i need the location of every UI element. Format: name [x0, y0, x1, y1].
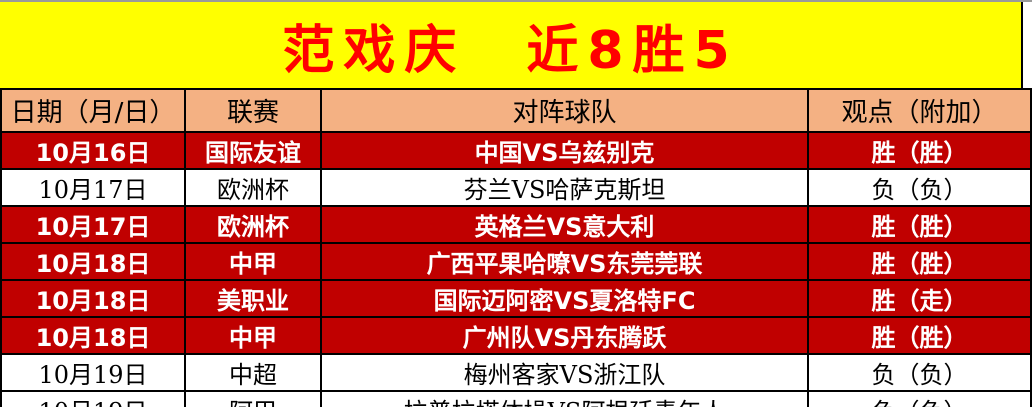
top-divider: [0, 0, 1032, 2]
cell-match: 英格兰VS意大利: [320, 205, 809, 244]
cell-league: 欧洲杯: [184, 205, 322, 244]
cell-view: 胜（胜）: [807, 131, 1032, 170]
table-header-row: 日期（月/日） 联赛 对阵球队 观点（附加）: [0, 88, 1032, 133]
cell-view: 胜（走）: [807, 279, 1032, 318]
title-gap: [1023, 2, 1032, 88]
table-row: 10月18日 美职业 国际迈阿密VS夏洛特FC 胜（走）: [0, 279, 1032, 318]
table-row: 10月16日 国际友谊 中国VS乌兹别克 胜（胜）: [0, 131, 1032, 170]
cell-league: 中甲: [184, 242, 322, 281]
cell-match: 芬兰VS哈萨克斯坦: [320, 168, 809, 207]
cell-date: 10月18日: [0, 279, 186, 318]
cell-view: 负（负）: [807, 390, 1032, 407]
cell-match: 中国VS乌兹别克: [320, 131, 809, 170]
cell-date: 10月18日: [0, 316, 186, 355]
col-header-match: 对阵球队: [320, 88, 809, 133]
cell-date: 10月18日: [0, 242, 186, 281]
table-row: 10月19日 阿甲 拉普拉塔体操VS阿根廷青年人 负（负）: [0, 390, 1032, 407]
cell-league: 欧洲杯: [184, 168, 322, 207]
cell-view: 胜（胜）: [807, 242, 1032, 281]
page-title: 范戏庆 近8胜5: [0, 2, 1023, 88]
col-header-league: 联赛: [184, 88, 322, 133]
cell-view: 负（负）: [807, 353, 1032, 392]
cell-view: 胜（胜）: [807, 205, 1032, 244]
cell-date: 10月16日: [0, 131, 186, 170]
cell-date: 10月19日: [0, 390, 186, 407]
table-row: 10月18日 中甲 广西平果哈嘹VS东莞莞联 胜（胜）: [0, 242, 1032, 281]
cell-league: 中超: [184, 353, 322, 392]
cell-league: 中甲: [184, 316, 322, 355]
col-header-view: 观点（附加）: [807, 88, 1032, 133]
record-table: 日期（月/日） 联赛 对阵球队 观点（附加） 10月16日 国际友谊 中国VS乌…: [0, 88, 1032, 407]
cell-view: 胜（胜）: [807, 316, 1032, 355]
cell-date: 10月17日: [0, 205, 186, 244]
cell-match: 广州队VS丹东腾跃: [320, 316, 809, 355]
cell-view: 负（负）: [807, 168, 1032, 207]
cell-date: 10月17日: [0, 168, 186, 207]
cell-date: 10月19日: [0, 353, 186, 392]
table-row: 10月19日 中超 梅州客家VS浙江队 负（负）: [0, 353, 1032, 392]
table-row: 10月18日 中甲 广州队VS丹东腾跃 胜（胜）: [0, 316, 1032, 355]
table-row: 10月17日 欧洲杯 芬兰VS哈萨克斯坦 负（负）: [0, 168, 1032, 207]
cell-league: 国际友谊: [184, 131, 322, 170]
title-band: 范戏庆 近8胜5: [0, 2, 1032, 88]
cell-match: 国际迈阿密VS夏洛特FC: [320, 279, 809, 318]
table-row: 10月17日 欧洲杯 英格兰VS意大利 胜（胜）: [0, 205, 1032, 244]
col-header-date: 日期（月/日）: [0, 88, 186, 133]
cell-match: 广西平果哈嘹VS东莞莞联: [320, 242, 809, 281]
cell-league: 美职业: [184, 279, 322, 318]
cell-league: 阿甲: [184, 390, 322, 407]
cell-match: 梅州客家VS浙江队: [320, 353, 809, 392]
cell-match: 拉普拉塔体操VS阿根廷青年人: [320, 390, 809, 407]
